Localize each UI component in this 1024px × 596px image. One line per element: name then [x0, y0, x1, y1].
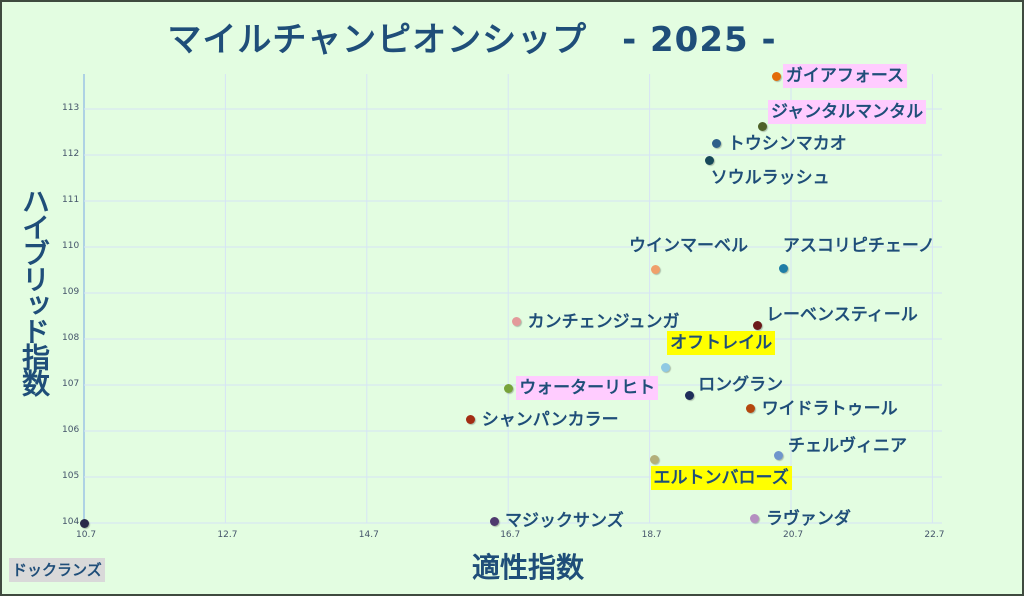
- data-point[interactable]: [512, 317, 522, 327]
- y-tick-label: 113: [62, 103, 80, 113]
- y-tick-label: 104: [62, 517, 80, 527]
- x-tick-label: 22.7: [924, 530, 945, 540]
- data-point[interactable]: [757, 121, 767, 131]
- x-tick-label: 12.7: [217, 530, 238, 540]
- data-point[interactable]: [503, 383, 513, 393]
- data-label: トウシンマカオ: [727, 133, 847, 154]
- data-label: ジャンタルマンタル: [768, 100, 927, 125]
- data-label: オフトレイル: [667, 330, 776, 355]
- data-point[interactable]: [79, 518, 89, 528]
- data-point[interactable]: [772, 72, 782, 82]
- y-tick-label: 106: [62, 425, 80, 435]
- data-label: カンチェンジュンガ: [527, 311, 680, 332]
- data-label: ソウルラッシュ: [710, 168, 830, 189]
- data-label: エルトンバローズ: [650, 465, 792, 490]
- data-point[interactable]: [660, 363, 670, 373]
- data-point[interactable]: [466, 415, 476, 425]
- y-axis-label: ハイブリッド指数: [18, 187, 51, 395]
- data-point[interactable]: [750, 514, 760, 524]
- y-tick-label: 107: [62, 379, 80, 389]
- x-tick-label: 18.7: [641, 530, 662, 540]
- x-tick-label: 20.7: [783, 530, 804, 540]
- x-tick-label: 14.7: [358, 530, 379, 540]
- chart-title: マイルチャンピオンシップ - 2025 -: [167, 20, 777, 60]
- data-label: マジックサンズ: [505, 511, 624, 532]
- y-tick-label: 105: [62, 471, 80, 481]
- x-tick-label: 16.7: [500, 530, 521, 540]
- y-tick-label: 110: [62, 241, 80, 251]
- y-tick-label: 111: [62, 195, 80, 205]
- data-point[interactable]: [651, 264, 661, 274]
- data-label: チェルヴィニア: [787, 435, 907, 456]
- data-label: ロングラン: [698, 375, 784, 396]
- data-point[interactable]: [489, 516, 499, 526]
- data-label: ウインマーベル: [628, 236, 748, 257]
- data-label: ドックランズ: [9, 558, 105, 582]
- data-label: ラヴァンダ: [765, 508, 851, 529]
- data-label: レーベンスティール: [766, 305, 918, 326]
- data-point[interactable]: [684, 390, 694, 400]
- data-label: ワイドラトゥール: [761, 398, 898, 419]
- data-point[interactable]: [779, 263, 789, 273]
- data-point[interactable]: [746, 404, 756, 414]
- x-axis-label: 適性指数: [472, 551, 585, 584]
- y-tick-label: 108: [62, 333, 80, 343]
- data-point[interactable]: [712, 139, 722, 149]
- data-point[interactable]: [774, 451, 784, 461]
- x-tick-label: 10.7: [76, 530, 97, 540]
- y-tick-label: 112: [62, 149, 80, 159]
- data-point[interactable]: [650, 455, 660, 465]
- data-label: シャンパンカラー: [481, 409, 619, 430]
- y-tick-label: 109: [62, 287, 80, 297]
- data-point[interactable]: [705, 155, 715, 165]
- data-point[interactable]: [752, 320, 762, 330]
- data-label: アスコリピチェーノ: [782, 236, 935, 257]
- data-label: ガイアフォース: [782, 63, 908, 88]
- data-label: ウォーターリヒト: [516, 376, 659, 401]
